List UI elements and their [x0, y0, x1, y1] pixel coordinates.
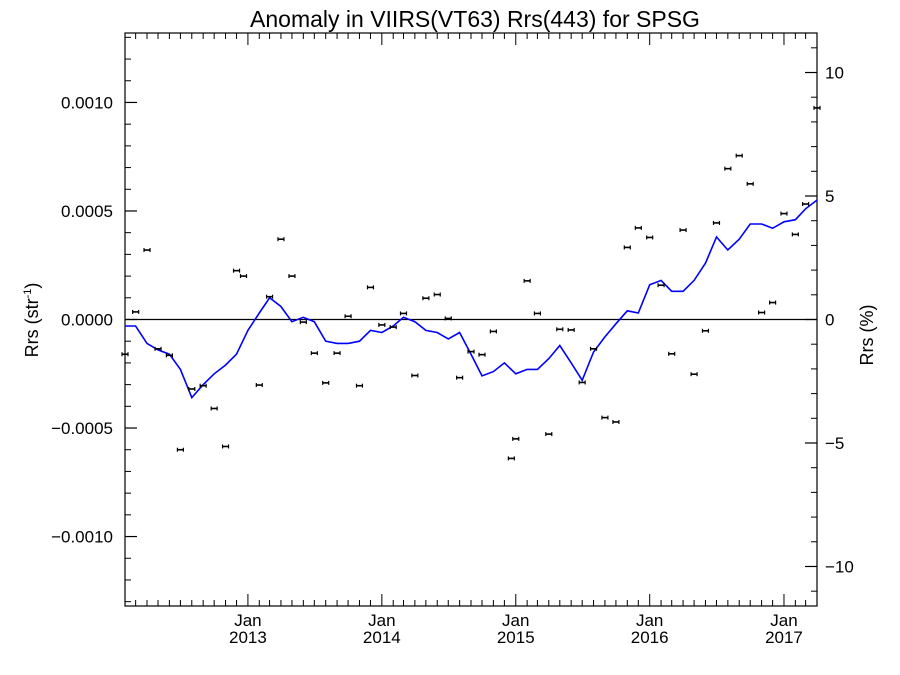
- data-point: [533, 311, 542, 316]
- right-tick-label: 5: [825, 187, 834, 206]
- data-point: [712, 220, 721, 225]
- data-point: [478, 352, 486, 357]
- data-point: [780, 211, 788, 216]
- left-axis-label-close: ): [22, 283, 42, 289]
- data-point: [512, 436, 520, 441]
- data-point: [210, 406, 218, 411]
- data-point: [735, 153, 743, 158]
- x-tick-year-label: 2015: [497, 628, 535, 647]
- data-point: [154, 346, 162, 351]
- data-point: [456, 375, 464, 380]
- x-tick-year-label: 2014: [363, 628, 401, 647]
- data-point: [199, 383, 207, 388]
- data-point: [701, 328, 710, 333]
- data-point: [589, 346, 598, 351]
- data-point: [668, 351, 676, 356]
- chart-title: Anomaly in VIIRS(VT63) Rrs(443) for SPSG: [250, 6, 700, 32]
- left-tick-label: −0.0005: [51, 419, 113, 438]
- data-point: [299, 320, 307, 325]
- right-tick-label: 10: [825, 64, 844, 83]
- data-point: [813, 105, 821, 110]
- right-tick-label: 0: [825, 311, 834, 330]
- data-point: [322, 380, 330, 385]
- data-point: [355, 383, 364, 388]
- x-tick-month-label: Jan: [770, 611, 797, 630]
- data-point: [255, 383, 263, 388]
- data-point: [724, 166, 732, 171]
- data-point: [165, 353, 173, 358]
- data-point: [389, 325, 397, 330]
- left-tick-label: 0.0000: [61, 311, 113, 330]
- data-point: [310, 351, 318, 356]
- data-point: [601, 415, 609, 420]
- right-tick-label: −10: [825, 557, 854, 576]
- left-axis: 0.0010 0.0005 0.0000 −0.0005 −0.0010: [51, 36, 137, 603]
- data-point: [634, 225, 642, 230]
- data-point: [265, 294, 274, 299]
- left-tick-label: 0.0005: [61, 202, 113, 221]
- data-point: [344, 314, 352, 319]
- data-point: [623, 245, 631, 250]
- data-point: [239, 274, 248, 279]
- data-point: [232, 268, 241, 273]
- data-point: [679, 228, 687, 233]
- data-point: [121, 352, 129, 357]
- x-tick-year-label: 2017: [765, 628, 803, 647]
- data-point: [567, 327, 575, 332]
- x-tick-month-label: Jan: [502, 611, 529, 630]
- data-point: [746, 181, 754, 186]
- data-point: [399, 311, 408, 316]
- data-point: [378, 322, 386, 327]
- data-point: [288, 274, 296, 279]
- x-tick-year-label: 2013: [229, 628, 267, 647]
- data-point: [277, 237, 285, 242]
- data-point: [188, 386, 196, 391]
- data-point: [646, 235, 654, 240]
- left-tick-label: −0.0010: [51, 528, 113, 547]
- data-points: [121, 105, 821, 461]
- running-mean-line: [125, 199, 818, 400]
- data-point: [467, 349, 475, 354]
- right-axis-label: Rrs (%): [857, 305, 877, 366]
- data-point: [545, 432, 553, 437]
- data-point: [802, 202, 810, 207]
- left-axis-label: Rrs (str-1): [22, 283, 42, 358]
- data-point: [176, 447, 185, 452]
- data-point: [411, 373, 419, 378]
- data-point: [690, 372, 698, 377]
- x-tick-month-label: Jan: [234, 611, 261, 630]
- data-point: [444, 316, 452, 321]
- data-point: [422, 296, 430, 301]
- data-point: [612, 419, 620, 424]
- data-point: [366, 285, 375, 290]
- data-point: [556, 327, 564, 332]
- left-axis-label-superscript: -1: [22, 289, 34, 299]
- data-point: [489, 329, 497, 334]
- right-axis: 10 5 0 −5 −10: [805, 47, 854, 592]
- data-point: [333, 351, 341, 356]
- data-point: [523, 278, 531, 283]
- data-point: [132, 309, 140, 314]
- data-point: [769, 300, 777, 305]
- data-point: [433, 292, 441, 297]
- data-point: [757, 310, 766, 315]
- data-point: [143, 248, 151, 253]
- data-point: [791, 232, 799, 237]
- x-tick-year-label: 2016: [631, 628, 669, 647]
- data-point: [578, 380, 586, 385]
- x-tick-month-label: Jan: [368, 611, 395, 630]
- data-point: [657, 283, 665, 288]
- data-point: [221, 444, 230, 449]
- data-point: [507, 456, 515, 461]
- right-tick-label: −5: [825, 434, 844, 453]
- left-axis-label-text: Rrs (str: [22, 298, 42, 357]
- x-tick-month-label: Jan: [636, 611, 663, 630]
- left-tick-label: 0.0010: [61, 93, 113, 112]
